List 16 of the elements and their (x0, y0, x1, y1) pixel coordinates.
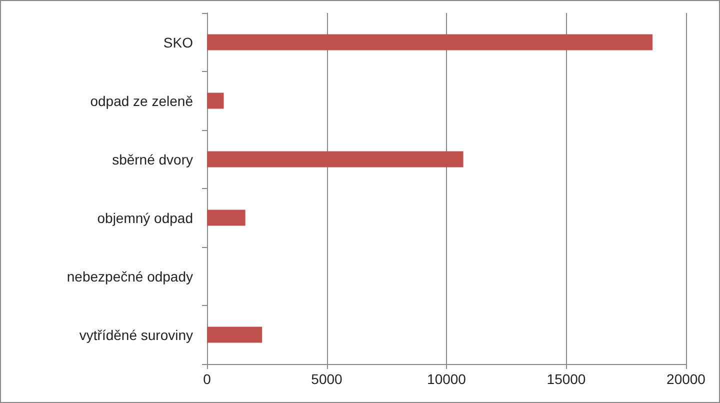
y-tick-label: nebezpečné odpady (66, 268, 193, 284)
x-tick-label: 20000 (666, 371, 706, 387)
bar (207, 92, 224, 109)
y-tick-label: SKO (163, 34, 194, 50)
bar (207, 210, 246, 226)
x-tick-label: 0 (203, 371, 212, 387)
y-tick-label: sběrné dvory (112, 151, 193, 168)
y-tick-label: odpad ze zeleně (90, 92, 194, 109)
y-tick-label: vytříděné suroviny (79, 326, 193, 343)
x-tick-label: 15000 (546, 371, 586, 387)
y-tick-label: objemný odpad (97, 210, 193, 226)
x-tick-label: 5000 (311, 371, 343, 387)
bar (207, 34, 652, 50)
bar (207, 326, 262, 343)
x-tick-label: 10000 (427, 371, 466, 387)
bar (207, 151, 464, 168)
